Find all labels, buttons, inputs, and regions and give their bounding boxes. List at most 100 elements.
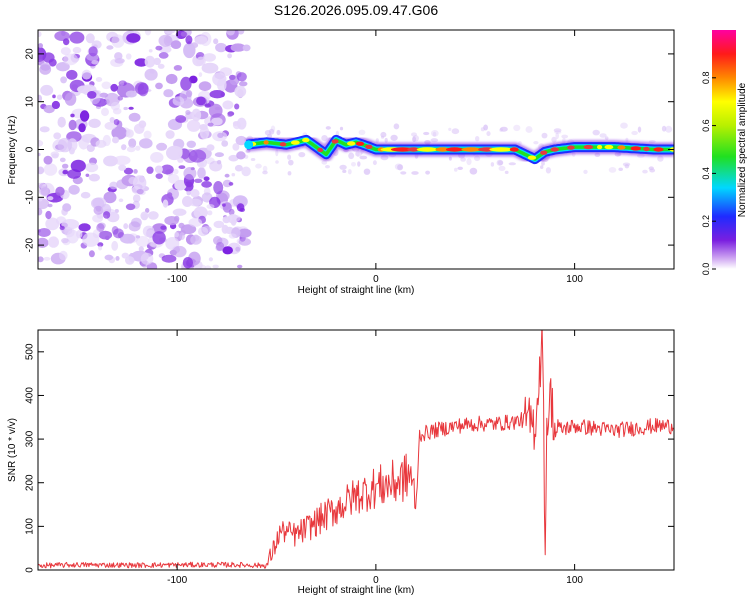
ridge-hotspot xyxy=(567,145,575,150)
snr-series-line xyxy=(38,330,674,569)
figure-title: S126.2026.095.09.47.G06 xyxy=(274,2,438,18)
noise-blob xyxy=(68,184,80,195)
ridge-hotspot xyxy=(302,137,310,143)
ridge-halo-blob xyxy=(347,169,352,175)
noise-blob xyxy=(60,76,67,84)
signal-ridge xyxy=(241,122,674,176)
noise-blob xyxy=(43,163,58,176)
ridge-halo-blob xyxy=(390,134,398,141)
noise-blob xyxy=(115,256,120,261)
noise-blob xyxy=(199,126,210,140)
noise-blob xyxy=(60,47,71,56)
noise-blob xyxy=(78,223,91,232)
noise-blob xyxy=(111,126,127,140)
noise-blob xyxy=(128,138,137,148)
ridge-halo-blob xyxy=(545,167,552,174)
noise-blob xyxy=(198,72,203,77)
noise-blob xyxy=(38,185,49,196)
noise-blob xyxy=(234,164,243,172)
noise-blob xyxy=(224,173,230,178)
snr-ytick-label: 0 xyxy=(25,567,36,573)
noise-blob xyxy=(59,157,66,163)
noise-blob xyxy=(98,245,103,251)
noise-blob xyxy=(136,188,144,195)
noise-blob xyxy=(199,161,204,167)
ridge-halo-blob xyxy=(490,162,495,167)
ridge-halo-blob xyxy=(469,167,478,175)
noise-blob xyxy=(144,30,152,36)
noise-blob xyxy=(53,132,62,140)
ridge-halo-blob xyxy=(288,159,294,166)
noise-blob xyxy=(227,53,233,59)
noise-blob xyxy=(103,211,111,219)
noise-blob xyxy=(234,103,240,110)
noise-blob xyxy=(185,110,191,115)
noise-blob xyxy=(233,196,247,206)
ridge-halo-blob xyxy=(423,131,430,136)
noise-blob xyxy=(167,173,180,184)
noise-blob xyxy=(113,228,124,239)
ridge-halo-blob xyxy=(325,165,330,169)
noise-blob xyxy=(196,96,206,106)
noise-blob xyxy=(140,211,149,221)
snr-xtick-label: 100 xyxy=(566,575,583,586)
ridge-hotspot xyxy=(331,139,339,144)
noise-blob xyxy=(77,85,92,94)
ridge-halo-blob xyxy=(551,136,557,143)
spectrogram-ytick-label: 20 xyxy=(25,48,36,60)
noise-blob xyxy=(103,191,117,204)
noise-blob xyxy=(48,236,59,248)
ridge-hotspot xyxy=(583,144,594,150)
noise-blob xyxy=(215,241,225,251)
noise-blob xyxy=(128,106,134,110)
noise-blob xyxy=(232,121,238,126)
noise-blob xyxy=(86,144,95,153)
noise-blob xyxy=(230,43,246,52)
colorbar-tick-label: 0.4 xyxy=(701,167,711,180)
noise-blob xyxy=(97,242,104,248)
noise-blob xyxy=(213,181,224,195)
noise-blob xyxy=(178,165,186,170)
noise-blob xyxy=(120,233,136,244)
noise-blob xyxy=(126,33,141,43)
spectrogram-ytick-label: 10 xyxy=(25,96,36,108)
spectrogram-xtick-label: 100 xyxy=(566,274,583,285)
noise-blob xyxy=(186,45,196,53)
noise-blob xyxy=(93,205,104,215)
ridge-halo-blob xyxy=(275,149,279,157)
spectrogram-y-label: Frequency (Hz) xyxy=(7,116,18,185)
ridge-halo-blob xyxy=(642,169,648,174)
noise-blob xyxy=(227,113,233,117)
noise-blob xyxy=(175,115,187,123)
noise-blob xyxy=(125,256,135,265)
noise-blob xyxy=(118,164,127,171)
noise-blob xyxy=(229,74,236,80)
noise-blob xyxy=(161,254,177,263)
noise-blob xyxy=(155,173,163,180)
spectrogram-xtick-label: -100 xyxy=(167,274,187,285)
noise-blob xyxy=(204,265,212,269)
ridge-hotspot xyxy=(347,141,356,146)
ridge-halo-blob xyxy=(448,127,452,131)
noise-blob xyxy=(69,31,85,44)
colorbar: 0.0 0.2 0.4 0.6 0.8 Normalized spectral ampl… xyxy=(701,30,748,275)
ridge-hotspot xyxy=(461,147,482,152)
noise-blob xyxy=(208,257,213,262)
ridge-halo-blob xyxy=(561,134,569,139)
noise-region xyxy=(38,30,252,269)
ridge-halo-blob xyxy=(665,125,673,133)
noise-blob xyxy=(197,226,209,237)
ridge-halo-blob xyxy=(457,166,464,170)
snr-background xyxy=(38,330,674,570)
colorbar-gradient xyxy=(712,30,736,269)
noise-blob xyxy=(237,264,243,269)
noise-blob xyxy=(212,131,228,142)
noise-blob xyxy=(132,194,141,203)
ridge-halo-blob xyxy=(262,165,268,172)
ridge-halo-blob xyxy=(411,171,419,175)
noise-blob xyxy=(123,223,129,230)
ridge-halo-blob xyxy=(262,170,268,175)
ridge-halo-blob xyxy=(321,160,328,165)
colorbar-tick-label: 0.2 xyxy=(701,215,711,228)
noise-blob xyxy=(85,33,95,44)
